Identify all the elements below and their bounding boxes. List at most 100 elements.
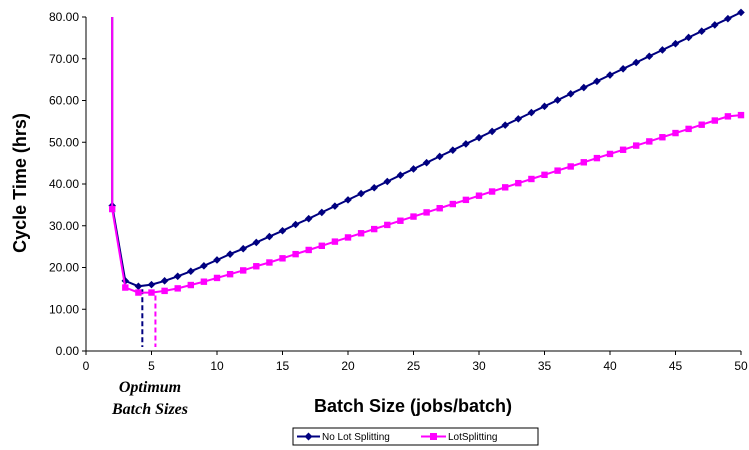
- x-tick-label: 50: [734, 359, 748, 373]
- data-point: [633, 142, 640, 149]
- data-point: [331, 202, 339, 210]
- data-point: [200, 262, 208, 270]
- legend-box: [292, 427, 539, 446]
- data-point: [291, 220, 300, 229]
- data-point: [357, 189, 365, 198]
- legend-marker-lot-splitting: [430, 433, 437, 440]
- data-point: [502, 184, 509, 191]
- data-point: [305, 246, 312, 254]
- data-point: [226, 270, 234, 278]
- data-point: [567, 163, 574, 170]
- optimum-markers: [141, 289, 157, 347]
- data-point: [462, 196, 470, 204]
- data-point: [684, 33, 693, 42]
- data-point: [213, 256, 221, 264]
- axes: 0.00 10.00 20.00 30.00 40.00 50.00 60.00 70.00 8…: [49, 10, 748, 373]
- data-point: [737, 8, 745, 17]
- data-point: [632, 58, 640, 67]
- data-point: [541, 171, 548, 179]
- data-point: [396, 171, 405, 180]
- data-point: [553, 96, 562, 104]
- y-axis-title: Cycle Time (hrs): [10, 113, 30, 253]
- data-point: [514, 115, 523, 123]
- data-point: [475, 192, 483, 199]
- y-tick-label: 70.00: [49, 52, 79, 66]
- data-point: [645, 52, 654, 61]
- series-layer: [108, 8, 745, 296]
- data-point: [488, 127, 496, 136]
- x-tick-label: 10: [210, 359, 224, 373]
- data-point: [475, 133, 483, 142]
- y-tick-label: 50.00: [49, 135, 79, 149]
- legend-marker-no-lot-splitting: [304, 432, 313, 441]
- y-tick-label: 10.00: [49, 302, 79, 316]
- data-point: [671, 39, 680, 48]
- data-point: [462, 140, 470, 148]
- data-point: [711, 21, 719, 29]
- x-tick-label: 15: [276, 359, 290, 373]
- data-point: [173, 272, 182, 281]
- data-point: [384, 221, 391, 229]
- data-point: [397, 217, 404, 224]
- data-point: [422, 158, 431, 167]
- data-point: [383, 177, 392, 186]
- data-point: [226, 250, 234, 258]
- data-point: [278, 226, 287, 235]
- x-tick-label: 45: [669, 359, 683, 373]
- x-tick-label: 20: [341, 359, 355, 373]
- x-tick-label: 35: [538, 359, 552, 373]
- data-point: [423, 209, 430, 216]
- data-point: [658, 46, 667, 54]
- data-point: [528, 175, 535, 183]
- data-point: [240, 267, 247, 274]
- data-point: [449, 200, 456, 208]
- data-point: [279, 255, 286, 262]
- data-point: [566, 90, 575, 98]
- data-point: [646, 138, 653, 145]
- data-point: [252, 238, 261, 247]
- data-point: [148, 289, 155, 296]
- data-point: [659, 134, 666, 141]
- data-point: [200, 278, 208, 285]
- data-point: [606, 71, 614, 79]
- data-point: [253, 263, 260, 270]
- y-tick-label: 80.00: [49, 10, 79, 24]
- data-point: [449, 146, 457, 154]
- data-point: [265, 232, 274, 241]
- data-point: [435, 152, 444, 161]
- data-point: [331, 238, 339, 245]
- data-point: [410, 213, 417, 220]
- data-point: [318, 208, 326, 217]
- x-tick-label: 5: [148, 359, 155, 373]
- series-lot-splitting: [109, 17, 745, 296]
- x-tick-label: 25: [407, 359, 421, 373]
- legend-label-no-lot-splitting: No Lot Splitting: [322, 432, 390, 443]
- data-point: [135, 289, 142, 296]
- y-tick-label: 40.00: [49, 177, 79, 191]
- data-point: [239, 244, 247, 253]
- data-point: [672, 129, 679, 137]
- y-tick-label: 0.00: [56, 344, 80, 358]
- data-point: [344, 196, 352, 204]
- data-point: [213, 274, 221, 282]
- data-point: [540, 102, 549, 111]
- data-point: [161, 287, 168, 295]
- x-tick-label: 40: [603, 359, 617, 373]
- data-point: [134, 282, 143, 291]
- data-point: [619, 64, 627, 73]
- data-point: [318, 242, 325, 249]
- data-point: [357, 230, 365, 237]
- x-axis-title: Batch Size (jobs/batch): [314, 396, 512, 416]
- data-point: [266, 259, 273, 266]
- data-point: [580, 159, 587, 166]
- data-point: [527, 108, 536, 117]
- data-point: [187, 281, 194, 289]
- data-point: [685, 125, 692, 133]
- series-line: [111, 11, 742, 288]
- data-point: [292, 250, 299, 258]
- data-point: [619, 146, 627, 153]
- data-point: [160, 277, 169, 285]
- data-point: [593, 154, 601, 162]
- x-tick-label: 30: [472, 359, 486, 373]
- legend-label-lot-splitting: LotSplitting: [448, 432, 497, 443]
